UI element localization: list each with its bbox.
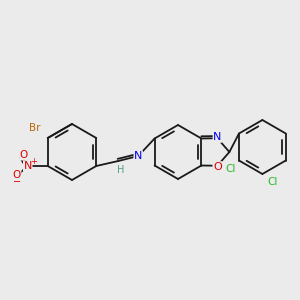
Text: N: N bbox=[134, 151, 142, 161]
Text: Cl: Cl bbox=[226, 164, 236, 173]
Text: Cl: Cl bbox=[267, 177, 278, 187]
Text: Br: Br bbox=[29, 123, 40, 133]
Text: O: O bbox=[13, 170, 21, 180]
Text: O: O bbox=[20, 150, 28, 160]
Text: O: O bbox=[213, 162, 222, 172]
Text: H: H bbox=[117, 165, 124, 175]
Text: N: N bbox=[213, 132, 222, 142]
Text: −: − bbox=[13, 177, 21, 187]
Text: +: + bbox=[30, 157, 37, 166]
Text: N: N bbox=[24, 161, 32, 171]
